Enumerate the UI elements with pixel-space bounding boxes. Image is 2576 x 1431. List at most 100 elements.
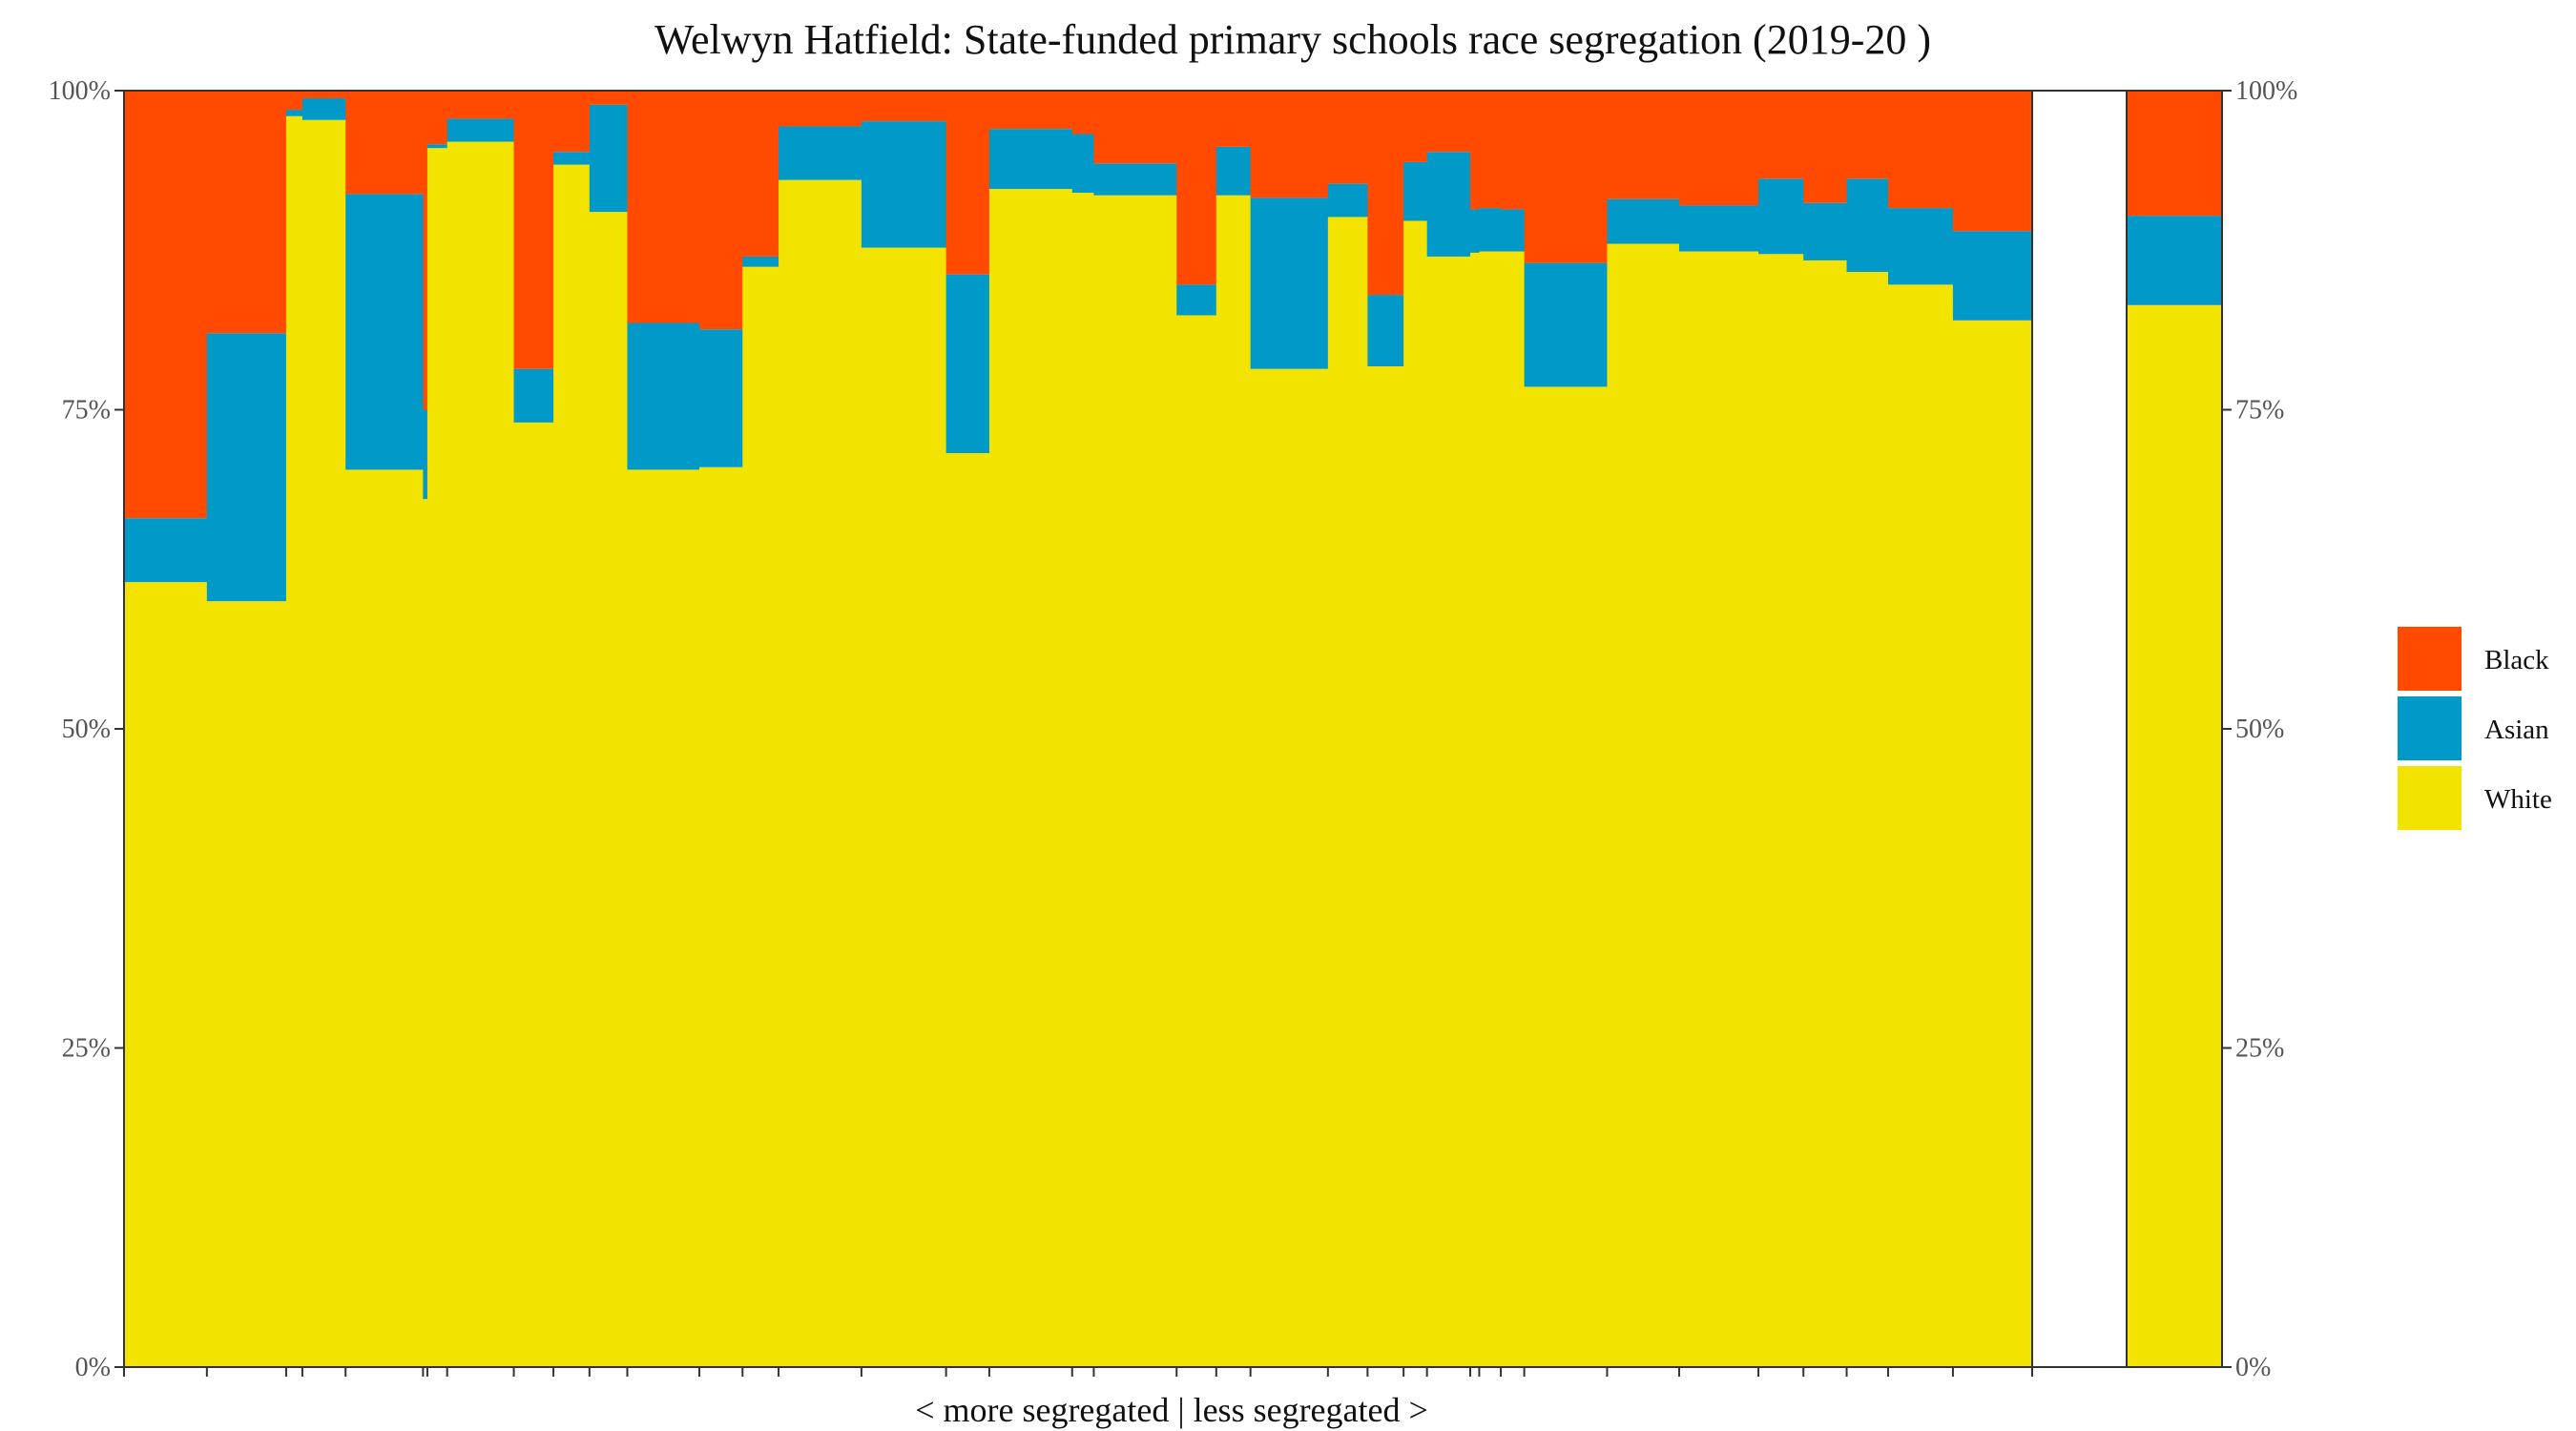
bar-segment-asian-school-13 xyxy=(698,329,743,467)
bar-segment-asian-school-9 xyxy=(513,368,554,423)
bar-segment-black-school-23 xyxy=(1250,91,1329,198)
legend-swatch-black xyxy=(2398,627,2462,691)
legend: Black Asian White xyxy=(2398,627,2552,830)
bar-segment-white-school-19 xyxy=(1071,193,1095,1367)
bar-segment-black-school-20 xyxy=(1093,91,1177,164)
bar-segment-asian-school-1 xyxy=(124,518,208,583)
y-tick-label-left: 0% xyxy=(75,1353,111,1382)
bar-segment-black-school-3 xyxy=(285,91,303,111)
bar-segment-black-school-27 xyxy=(1426,91,1471,153)
bar-segment-white-school-27 xyxy=(1426,256,1471,1368)
bar-segment-black-school-21 xyxy=(1176,91,1217,285)
bar-segment-black-school-17 xyxy=(945,91,990,275)
bar-segment-black-school-26 xyxy=(1403,91,1428,162)
bar-segment-black-school-19 xyxy=(1071,91,1095,135)
bar-segment-asian-school-30 xyxy=(1501,209,1526,252)
bar-segment-asian-school-15 xyxy=(779,126,862,180)
bar-segment-black-school-35 xyxy=(1803,91,1848,203)
bar-segment-asian-school-31 xyxy=(1524,262,1609,387)
bar-segment-black-school-28 xyxy=(1469,91,1481,210)
bar-segment-black-school-8 xyxy=(447,91,515,119)
bar-segment-white-school-14 xyxy=(742,266,779,1367)
bar-segment-white-school-16 xyxy=(861,247,947,1368)
bar-segment-asian-school-11 xyxy=(589,104,629,213)
bar-segment-white-school-15 xyxy=(779,179,862,1367)
bar-segment-asian-school-28 xyxy=(1469,209,1481,253)
bar-segment-black-school-32 xyxy=(1607,91,1680,199)
bar-segment-asian-school-7 xyxy=(426,144,448,149)
summary-bar-segment-white xyxy=(2127,304,2222,1368)
bar-segment-asian-school-19 xyxy=(1071,134,1095,194)
summary-bar-segment-asian xyxy=(2127,216,2222,305)
bar-segment-black-school-36 xyxy=(1846,91,1889,179)
bar-segment-asian-school-36 xyxy=(1846,178,1889,272)
bar-segment-white-school-24 xyxy=(1327,217,1368,1367)
bar-segment-black-school-24 xyxy=(1327,91,1368,184)
bar-segment-black-school-2 xyxy=(206,91,287,334)
y-tick-label-left: 75% xyxy=(62,396,111,425)
bar-segment-asian-school-6 xyxy=(423,409,428,500)
bar-segment-asian-school-33 xyxy=(1678,205,1759,252)
bar-segment-black-school-30 xyxy=(1501,91,1526,210)
bar-segment-white-school-20 xyxy=(1093,195,1177,1367)
bar-segment-black-school-25 xyxy=(1367,91,1404,296)
bar-segment-white-school-4 xyxy=(301,119,346,1367)
bar-segment-asian-school-8 xyxy=(447,118,515,142)
bar-segment-white-school-36 xyxy=(1846,271,1889,1368)
bar-segment-white-school-8 xyxy=(447,141,515,1367)
bar-segment-black-school-10 xyxy=(553,91,591,153)
legend-swatch-white xyxy=(2398,766,2462,830)
bar-segment-black-school-5 xyxy=(345,91,424,195)
legend-label-black: Black xyxy=(2484,645,2549,675)
bar-segment-white-school-3 xyxy=(285,115,303,1367)
bar-segment-black-school-31 xyxy=(1524,91,1609,263)
x-axis-ticks xyxy=(123,1367,2033,1377)
legend-label-white: White xyxy=(2484,784,2552,815)
y-tick-label-left: 25% xyxy=(62,1034,111,1064)
bar-segment-white-school-33 xyxy=(1678,251,1759,1367)
bar-segment-asian-school-17 xyxy=(945,274,990,453)
bar-segment-asian-school-4 xyxy=(301,98,346,120)
y-tick-label-left: 100% xyxy=(49,76,111,106)
bar-segment-white-school-21 xyxy=(1176,315,1217,1367)
summary-bar-group xyxy=(2127,91,2222,1368)
chart-title: Welwyn Hatfield: State-funded primary sc… xyxy=(654,16,1931,63)
bar-segment-white-school-1 xyxy=(124,582,208,1367)
bar-segment-asian-school-22 xyxy=(1215,146,1252,196)
y-axis-right: 0% 25% 50% 75% 100% xyxy=(2222,76,2297,1382)
bar-segment-asian-school-23 xyxy=(1250,197,1329,369)
bar-segment-white-school-31 xyxy=(1524,386,1609,1367)
bar-segment-white-school-28 xyxy=(1469,252,1481,1367)
bar-segment-white-school-9 xyxy=(513,422,554,1367)
bar-segment-black-school-7 xyxy=(426,91,448,145)
bar-segment-asian-school-12 xyxy=(627,322,700,470)
bar-segment-black-school-38 xyxy=(1952,91,2033,232)
summary-bar-segment-black xyxy=(2127,91,2222,217)
bar-segment-black-school-9 xyxy=(513,91,554,369)
bar-segment-white-school-17 xyxy=(945,452,990,1367)
bar-segment-asian-school-14 xyxy=(742,256,779,267)
legend-label-asian: Asian xyxy=(2484,715,2549,745)
bar-segment-black-school-13 xyxy=(698,91,743,330)
bar-segment-asian-school-20 xyxy=(1093,163,1177,196)
y-tick-label-right: 50% xyxy=(2235,715,2284,744)
bar-segment-white-school-29 xyxy=(1479,251,1502,1367)
bar-segment-white-school-38 xyxy=(1952,320,2033,1368)
bar-segment-asian-school-25 xyxy=(1367,295,1404,367)
bar-segment-asian-school-35 xyxy=(1803,202,1848,260)
bar-segment-asian-school-37 xyxy=(1887,208,1954,285)
bar-segment-white-school-34 xyxy=(1758,254,1804,1367)
bar-segment-black-school-12 xyxy=(627,91,700,323)
bar-segment-black-school-18 xyxy=(988,91,1073,130)
bar-segment-black-school-11 xyxy=(589,91,629,105)
bar-segment-asian-school-10 xyxy=(553,152,591,165)
y-tick-label-left: 50% xyxy=(62,715,111,744)
bar-segment-white-school-13 xyxy=(698,467,743,1368)
y-tick-label-right: 75% xyxy=(2235,396,2284,425)
y-tick-label-right: 25% xyxy=(2235,1034,2284,1064)
bar-segment-white-school-11 xyxy=(589,212,629,1368)
y-tick-label-right: 100% xyxy=(2235,76,2297,106)
bar-segment-white-school-32 xyxy=(1607,243,1680,1367)
gap-panel-border xyxy=(2031,90,2128,1368)
